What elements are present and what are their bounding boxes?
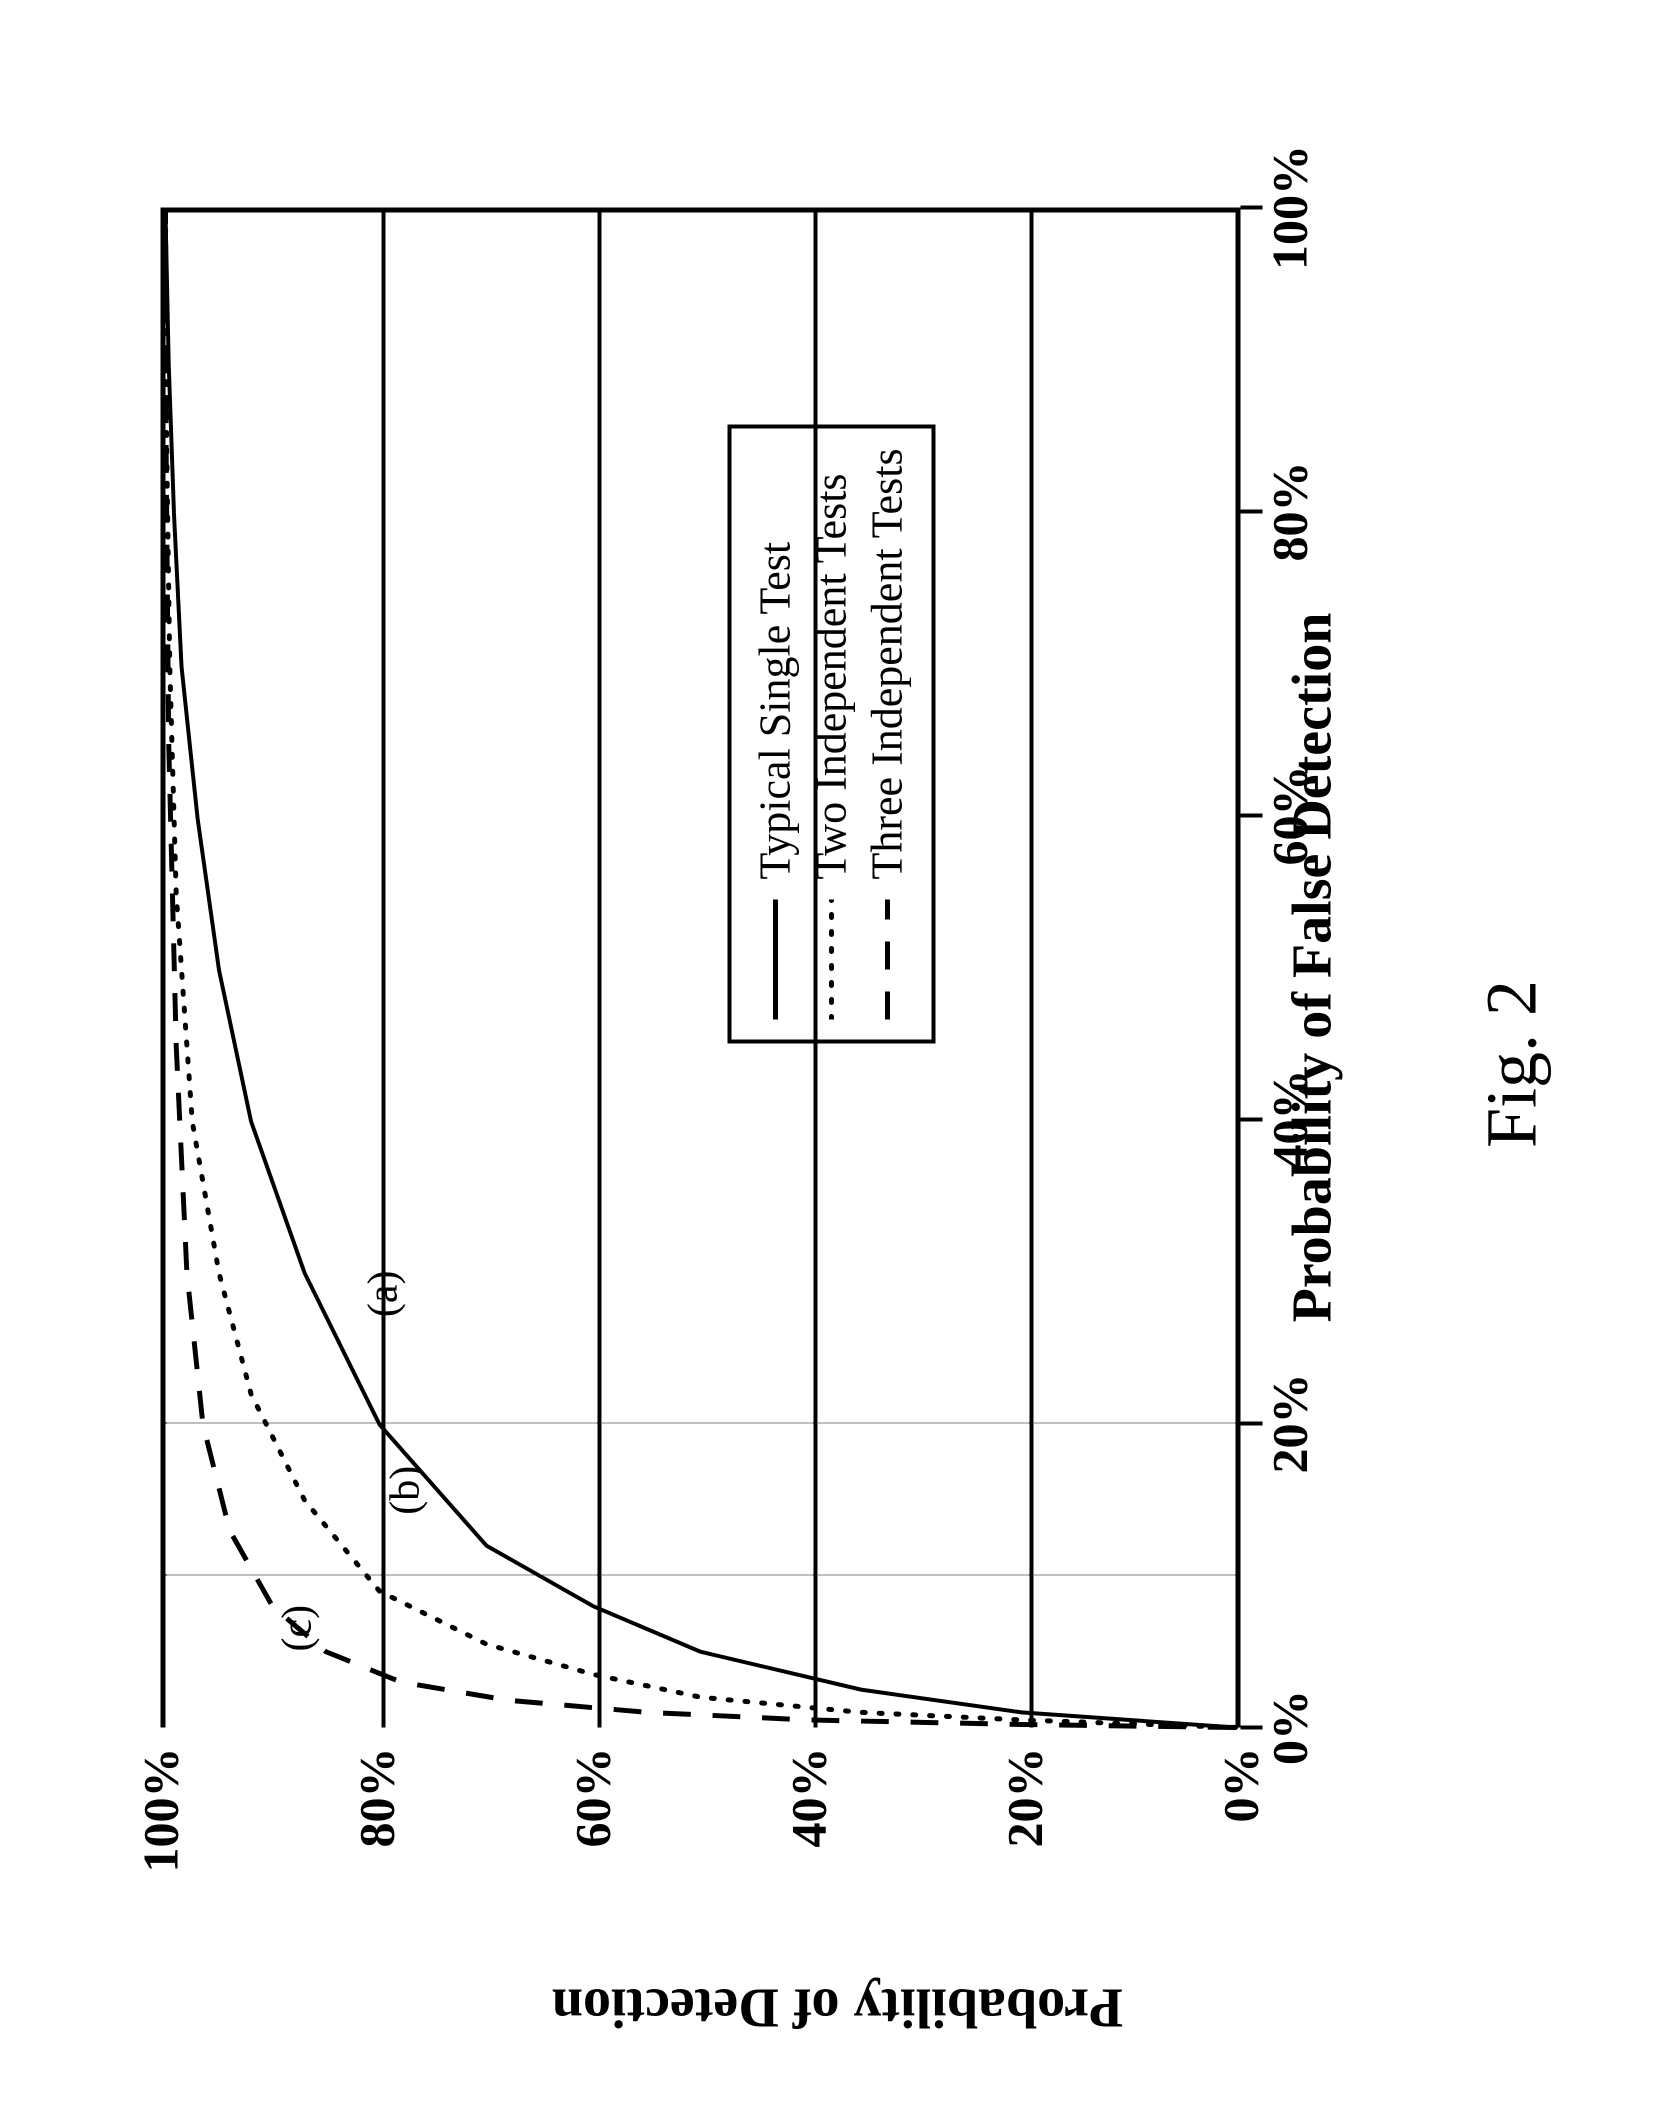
x-tick-label: 40% [1260, 1069, 1318, 1169]
curve-two [165, 212, 1235, 1727]
gridline-h [813, 212, 817, 1727]
curve-single [165, 212, 1235, 1727]
y-tick-label: 20% [995, 1747, 1053, 1907]
y-axis-title: Probability of Detection [551, 1975, 1122, 2039]
reference-vertical [165, 1422, 1235, 1423]
chart: Probability of Detection Typical Single … [80, 120, 1593, 2007]
curve-annotation-two: (b) [381, 1465, 429, 1514]
plot-area: Typical Single TestTwo Independent Tests… [160, 207, 1240, 1727]
legend-row-single: Typical Single Test [747, 448, 803, 1019]
y-tick-label: 100% [131, 1747, 189, 1907]
curve-annotation-single: (a) [359, 1270, 407, 1317]
y-tick-label: 80% [347, 1747, 405, 1907]
x-tick-label: 100% [1260, 145, 1318, 270]
reference-vertical [165, 1574, 1235, 1575]
gridline-h [1029, 212, 1033, 1727]
x-tick [1240, 1725, 1262, 1729]
x-tick [1240, 1421, 1262, 1425]
x-tick [1240, 1117, 1262, 1121]
curve-three [165, 212, 1235, 1727]
legend-swatch [867, 899, 907, 1019]
figure-label: Fig. 2 [1470, 979, 1553, 1147]
legend-swatch [755, 899, 795, 1019]
rotated-content: Probability of Detection Typical Single … [0, 0, 1673, 2127]
x-tick-label: 60% [1260, 765, 1318, 865]
page: Probability of Detection Typical Single … [0, 0, 1673, 2127]
legend-row-two: Two Independent Tests [803, 448, 859, 1019]
roc-curves [165, 212, 1235, 1727]
legend-row-three: Three Independent Tests [859, 448, 915, 1019]
y-tick-label: 40% [779, 1747, 837, 1907]
legend-label: Typical Single Test [749, 541, 800, 879]
x-tick-label: 20% [1260, 1373, 1318, 1473]
x-axis-title: Probability of False Detection [1280, 612, 1344, 1322]
legend: Typical Single TestTwo Independent Tests… [727, 424, 935, 1043]
y-tick-label: 60% [563, 1747, 621, 1907]
y-tick-label: 0% [1211, 1747, 1269, 1907]
x-tick-label: 80% [1260, 461, 1318, 561]
x-tick [1240, 205, 1262, 209]
legend-label: Three Independent Tests [861, 448, 912, 879]
curve-annotation-three: (c) [273, 1604, 321, 1651]
x-tick [1240, 813, 1262, 817]
gridline-h [597, 212, 601, 1727]
x-tick [1240, 509, 1262, 513]
